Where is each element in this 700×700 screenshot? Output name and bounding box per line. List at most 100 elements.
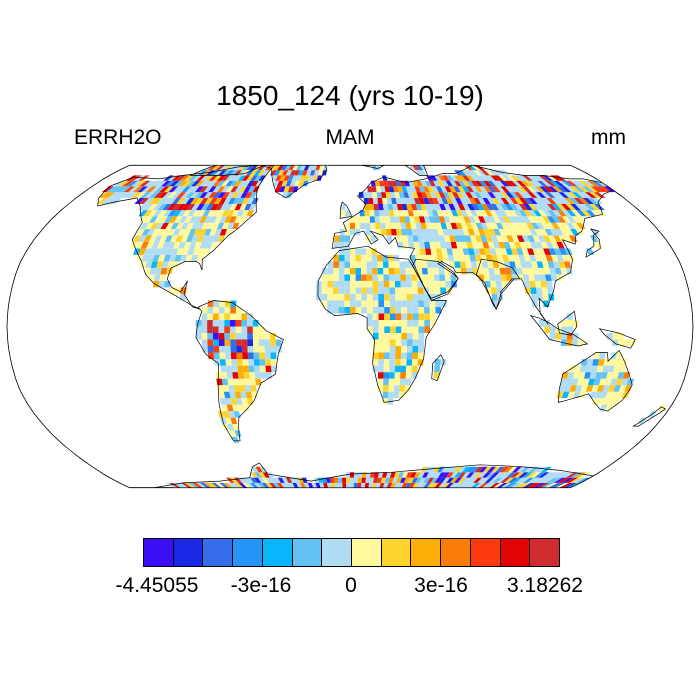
land-cell xyxy=(258,326,265,333)
land-cell xyxy=(246,180,255,187)
land-cell xyxy=(138,216,149,223)
land-cell xyxy=(255,466,263,473)
land-cell xyxy=(542,175,554,181)
land-cell xyxy=(381,192,387,198)
land-cell xyxy=(442,229,449,236)
land-cell xyxy=(403,192,410,198)
land-cell xyxy=(542,235,552,242)
land-cell xyxy=(229,216,237,223)
land-cell xyxy=(358,472,363,478)
land-cell xyxy=(491,254,499,262)
land-cell xyxy=(465,170,475,176)
land-cell xyxy=(248,359,255,366)
land-cell xyxy=(553,261,561,268)
land-cell xyxy=(246,210,254,217)
land-cell xyxy=(300,482,306,488)
land-cell xyxy=(301,170,308,176)
land-cell xyxy=(228,385,235,392)
land-cell xyxy=(390,320,396,327)
land-cell xyxy=(529,482,543,488)
land-cell xyxy=(511,274,519,281)
land-cell xyxy=(438,175,446,181)
land-cell xyxy=(231,436,240,443)
land-cell xyxy=(412,320,419,327)
land-cell xyxy=(571,210,582,217)
colorbar-box xyxy=(292,539,323,566)
land-cell xyxy=(235,333,242,340)
land-cell xyxy=(143,248,152,255)
land-cell xyxy=(383,180,389,187)
land-cell xyxy=(492,170,503,176)
land-cell xyxy=(462,472,471,478)
land-cell xyxy=(410,222,417,229)
land-cell xyxy=(134,197,145,204)
land-cell xyxy=(378,307,385,314)
land-cell xyxy=(589,235,599,242)
land-cell xyxy=(548,482,562,488)
land-cell xyxy=(165,222,175,229)
land-cell xyxy=(549,192,560,198)
land-cell xyxy=(473,197,482,204)
land-cell xyxy=(545,254,554,262)
land-cell xyxy=(544,482,558,488)
land-cell xyxy=(261,477,270,483)
land-cell xyxy=(538,320,545,327)
land-cell xyxy=(534,477,547,483)
land-cell xyxy=(251,197,259,204)
land-cell xyxy=(556,210,567,217)
land-cell xyxy=(185,235,194,242)
land-cell xyxy=(233,411,241,418)
land-cell xyxy=(458,466,466,473)
land-cell xyxy=(238,378,245,386)
land-cell xyxy=(199,241,208,249)
land-cell xyxy=(167,229,176,236)
land-cell xyxy=(241,339,248,346)
land-cell xyxy=(451,192,460,198)
land-cell xyxy=(361,261,367,268)
land-cell xyxy=(355,229,361,236)
land-cell xyxy=(517,216,526,223)
land-cell xyxy=(103,192,116,198)
land-cell xyxy=(391,197,397,204)
land-cell xyxy=(186,222,195,229)
land-cell xyxy=(524,466,535,473)
land-cell xyxy=(461,477,471,483)
land-cell xyxy=(407,313,413,320)
land-cell xyxy=(530,222,540,229)
land-cell xyxy=(357,482,362,488)
land-cell xyxy=(143,197,154,204)
land-cell xyxy=(140,192,151,198)
land-cell xyxy=(584,204,596,211)
land-cell xyxy=(157,204,168,211)
land-cell xyxy=(350,216,355,223)
land-cell xyxy=(379,180,385,187)
land-cell xyxy=(350,267,356,275)
land-cell xyxy=(482,267,490,275)
land-cell xyxy=(158,280,166,288)
land-cell xyxy=(413,197,421,204)
land-cell xyxy=(549,333,556,340)
land-cell xyxy=(136,229,146,236)
land-cell xyxy=(339,235,345,242)
land-cell xyxy=(225,170,235,176)
land-cell xyxy=(430,472,438,478)
land-cell xyxy=(201,326,208,333)
land-cell xyxy=(379,482,385,488)
land-cell xyxy=(226,210,235,217)
land-cell xyxy=(566,313,573,320)
land-cell xyxy=(257,482,266,488)
land-cell xyxy=(377,274,384,281)
land-cell xyxy=(389,333,396,340)
land-cell xyxy=(475,222,484,229)
land-cell xyxy=(434,204,442,211)
land-cell xyxy=(522,472,533,478)
land-cell xyxy=(505,192,515,198)
land-cell xyxy=(168,186,179,193)
land-cell xyxy=(236,398,243,405)
land-cell xyxy=(560,378,568,386)
land-cell xyxy=(455,267,462,275)
land-cell xyxy=(344,300,350,307)
land-cell xyxy=(506,175,517,181)
land-cell xyxy=(433,235,440,242)
land-cell xyxy=(384,320,390,327)
